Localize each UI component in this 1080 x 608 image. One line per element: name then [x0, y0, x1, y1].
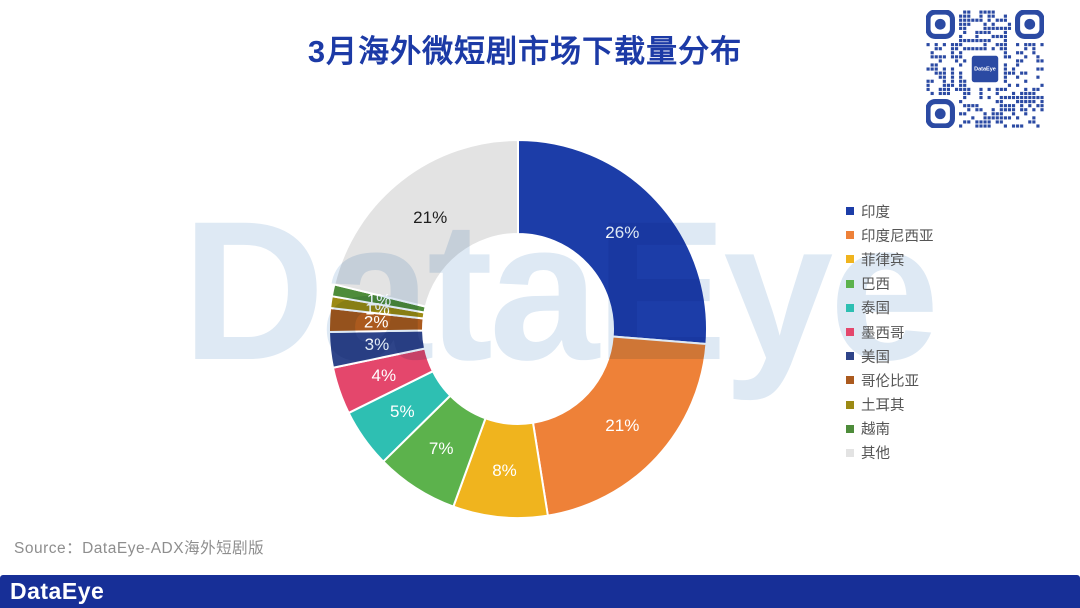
slice-percent-label: 21%	[605, 416, 639, 435]
legend-marker-icon	[846, 207, 854, 216]
legend-marker-icon	[846, 231, 854, 240]
legend-item: 越南	[846, 417, 934, 441]
slice-percent-label: 21%	[413, 208, 447, 227]
legend-marker-icon	[846, 255, 854, 264]
legend-item: 印度尼西亚	[846, 223, 934, 247]
source-note: Source：DataEye-ADX海外短剧版	[14, 540, 265, 557]
legend-label: 巴西	[861, 277, 890, 294]
legend-marker-icon	[846, 400, 854, 409]
legend-item: 其他	[846, 441, 934, 465]
slice-percent-label: 1%	[365, 299, 390, 318]
donut-slice	[517, 139, 708, 345]
legend-item: 泰国	[846, 296, 934, 320]
legend-label: 泰国	[861, 301, 890, 318]
legend-item: 巴西	[846, 272, 934, 296]
slice-percent-label: 26%	[605, 223, 639, 242]
legend-item: 菲律宾	[846, 247, 934, 271]
slice-percent-label: 2%	[364, 313, 389, 332]
legend: 印度印度尼西亚菲律宾巴西泰国墨西哥美国哥伦比亚土耳其越南其他	[846, 199, 934, 465]
slice-percent-label: 1%	[367, 290, 392, 309]
legend-marker-icon	[846, 303, 854, 312]
slice-percent-label: 7%	[429, 439, 454, 458]
legend-item: 哥伦比亚	[846, 368, 934, 392]
legend-item: 美国	[846, 344, 934, 368]
qr-center-logo: DataEye	[974, 67, 996, 73]
legend-label: 墨西哥	[861, 325, 905, 342]
legend-label: 美国	[861, 349, 890, 366]
legend-item: 墨西哥	[846, 320, 934, 344]
donut-slice	[333, 139, 519, 308]
slice-percent-label: 4%	[372, 366, 397, 385]
legend-marker-icon	[846, 328, 854, 337]
slice-percent-label: 5%	[390, 402, 415, 421]
legend-label: 印度尼西亚	[861, 228, 934, 245]
slice-percent-label: 8%	[492, 461, 517, 480]
legend-label: 印度	[861, 204, 890, 221]
legend-item: 土耳其	[846, 393, 934, 417]
donut-slice	[532, 335, 708, 517]
footer-bar: DataEye	[0, 575, 1080, 608]
legend-marker-icon	[846, 352, 854, 361]
qr-code-image: DataEye	[926, 10, 1044, 128]
slice-percent-label: 3%	[365, 335, 390, 354]
legend-label: 越南	[861, 422, 890, 439]
legend-label: 土耳其	[861, 398, 905, 415]
legend-label: 哥伦比亚	[861, 373, 919, 390]
legend-marker-icon	[846, 376, 854, 385]
legend-label: 其他	[861, 446, 890, 463]
legend-marker-icon	[846, 448, 854, 457]
legend-marker-icon	[846, 279, 854, 288]
dataeye-logo: DataEye	[10, 578, 105, 604]
chart-title: 3月海外微短剧市场下载量分布	[307, 34, 743, 69]
qr-code: DataEye	[926, 10, 1044, 128]
legend-label: 菲律宾	[861, 252, 905, 269]
legend-item: 印度	[846, 199, 934, 223]
legend-marker-icon	[846, 424, 854, 433]
